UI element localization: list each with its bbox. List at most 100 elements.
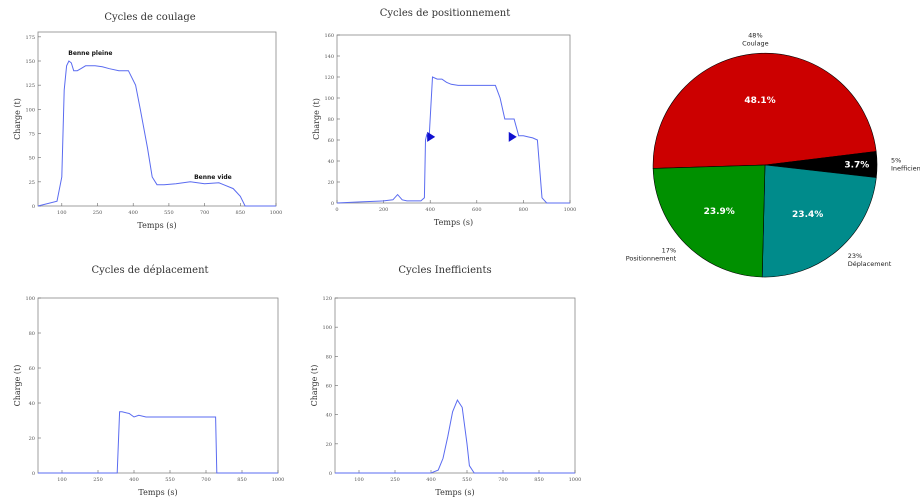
x-axis-label: Temps (s) [138, 488, 177, 497]
y-tick-label: 100 [25, 296, 35, 302]
y-tick-label: 100 [25, 107, 35, 113]
pie-percent-label: 23.9% [704, 207, 735, 217]
y-tick-label: 20 [29, 436, 35, 442]
x-tick-label: 1000 [569, 477, 582, 483]
pie-percent-label: 48.1% [744, 96, 775, 106]
x-tick-label: 550 [164, 210, 174, 216]
pie-slice-prefix: 5% [891, 156, 901, 164]
y-tick-label: 100 [322, 325, 332, 331]
pie-slice-prefix: 23% [848, 252, 862, 260]
event-marker [427, 131, 436, 142]
y-tick-label: 0 [331, 201, 334, 207]
chart-title: Cycles de coulage [104, 12, 196, 23]
series-line [336, 76, 570, 204]
y-tick-label: 20 [328, 180, 334, 186]
x-tick-label: 1000 [270, 210, 283, 216]
x-tick-label: 850 [236, 210, 246, 216]
x-tick-label: 400 [425, 207, 435, 213]
chart-title: Cycles de déplacement [91, 265, 209, 276]
y-tick-label: 100 [324, 96, 334, 102]
x-tick-label: 0 [335, 207, 338, 213]
pie-slice-label: Positionnement [626, 254, 677, 262]
y-tick-label: 80 [328, 117, 334, 123]
line-chart-inefficients: 100 250 400 550 700 850 1000 0 20 40 60 80 100 120 Tem… [310, 296, 582, 497]
y-tick-label: 75 [29, 132, 35, 138]
line-chart-coulage: 100 250 400 550 700 850 1000 0 25 50 75 100 125 150 17… [13, 31, 283, 230]
plot-frame [336, 34, 571, 204]
pie-slice-label: Déplacement [848, 260, 892, 268]
y-tick-label: 0 [329, 471, 332, 477]
pie-percent-label: 23.4% [792, 210, 823, 220]
line-chart-deplacement: 100 250 400 550 700 850 1000 0 20 40 60 80 100 Temps … [13, 296, 285, 497]
x-tick-label: 700 [200, 210, 210, 216]
plot-frame [37, 31, 277, 207]
event-marker [508, 131, 517, 142]
x-tick-label: 400 [426, 477, 436, 483]
y-tick-label: 160 [324, 33, 334, 39]
y-axis-label: Charge (t) [312, 98, 321, 140]
line-chart-positionnement: 0 200 400 600 800 1000 0 20 40 60 80 100 120 140 160 Te… [312, 33, 577, 227]
x-tick-label: 100 [354, 477, 364, 483]
y-tick-label: 120 [322, 296, 332, 302]
x-tick-label: 250 [93, 210, 103, 216]
x-tick-label: 400 [129, 477, 139, 483]
x-axis-label: Temps (s) [137, 221, 176, 230]
x-tick-label: 600 [472, 207, 482, 213]
x-tick-label: 550 [165, 477, 175, 483]
x-tick-label: 850 [534, 477, 544, 483]
x-tick-label: 1000 [272, 477, 285, 483]
x-axis-label: Temps (s) [434, 218, 473, 227]
y-tick-label: 80 [326, 354, 332, 360]
plot-frame [334, 297, 576, 474]
y-tick-label: 20 [326, 442, 332, 448]
pie-slice-label: Inefficient [891, 164, 920, 172]
y-tick-label: 60 [29, 366, 35, 372]
y-tick-label: 25 [29, 180, 35, 186]
x-tick-label: 850 [237, 477, 247, 483]
x-axis-label: Temps (s) [435, 488, 474, 497]
pie-slice [652, 52, 877, 169]
chart-title: Cycles de positionnement [379, 8, 511, 19]
annotation-label: Benne vide [194, 174, 232, 181]
y-tick-label: 50 [29, 156, 35, 162]
y-tick-label: 40 [326, 413, 332, 419]
y-tick-label: 125 [25, 83, 35, 89]
y-axis-label: Charge (t) [13, 98, 22, 140]
x-tick-label: 200 [379, 207, 389, 213]
chart-inefficients: Cycles Inefficients 100 250 400 550 700 850 10… [300, 250, 590, 500]
x-tick-label: 550 [462, 477, 472, 483]
pie-slice [652, 164, 766, 278]
pie-percent-label: 3.7% [844, 161, 869, 171]
x-tick-label: 1000 [564, 207, 577, 213]
plot-frame [37, 297, 279, 474]
pie-slice-label: Coulage [742, 39, 769, 47]
series-line [335, 399, 575, 474]
x-tick-label: 400 [128, 210, 138, 216]
x-tick-label: 250 [390, 477, 400, 483]
x-tick-label: 100 [57, 210, 67, 216]
y-tick-label: 60 [326, 384, 332, 390]
x-tick-label: 250 [93, 477, 103, 483]
pie-slice-prefix: 48% [748, 31, 762, 39]
y-tick-label: 175 [25, 35, 35, 41]
pie-slice-prefix: 17% [662, 246, 676, 254]
y-tick-label: 140 [324, 54, 334, 60]
pie-chart-svg: 48.1% 48%Coulage 3.7% 5%Inefficient 23.4% 23%… [626, 31, 920, 278]
x-tick-label: 800 [519, 207, 529, 213]
y-tick-label: 150 [25, 59, 35, 65]
chart-title: Cycles Inefficients [398, 265, 492, 276]
y-tick-label: 120 [324, 75, 334, 81]
chart-positionnement: Cycles de positionnement 0 200 400 600 800 10… [300, 0, 590, 240]
pie-chart: 48.1% 48%Coulage 3.7% 5%Inefficient 23.4% 23%… [590, 30, 920, 310]
chart-deplacement: Cycles de déplacement 100 250 400 550 700 850… [0, 250, 300, 500]
x-tick-label: 100 [57, 477, 67, 483]
series-line [38, 411, 278, 474]
y-tick-label: 60 [328, 138, 334, 144]
y-axis-label: Charge (t) [310, 365, 319, 407]
x-tick-label: 700 [498, 477, 508, 483]
chart-coulage: Cycles de coulage 100 250 400 550 700 850 1000… [0, 0, 300, 240]
pie-slice [761, 164, 877, 278]
y-axis-label: Charge (t) [13, 365, 22, 407]
y-tick-label: 0 [32, 204, 35, 210]
y-tick-label: 0 [32, 471, 35, 477]
